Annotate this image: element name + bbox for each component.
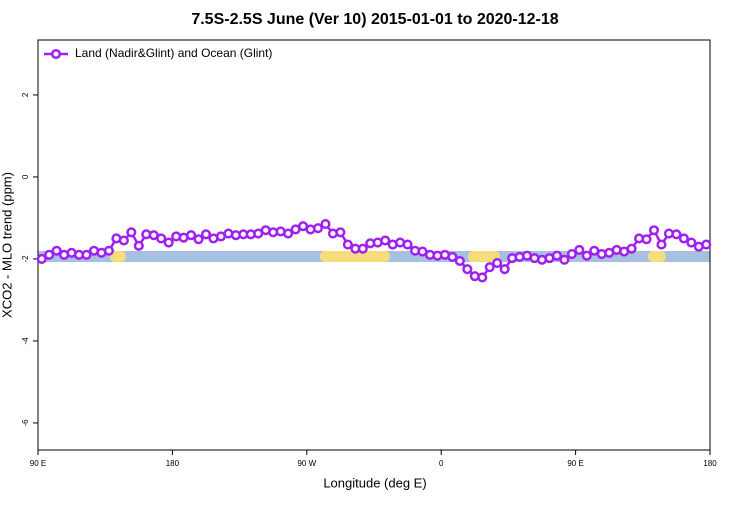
chart-title: 7.5S-2.5S June (Ver 10) 2015-01-01 to 20… (191, 11, 558, 28)
y-axis-title: XCO2 - MLO trend (ppm) (0, 172, 14, 318)
data-point (156, 233, 167, 244)
data-point (103, 245, 114, 256)
data-point (380, 235, 391, 246)
y-tick-label: -2 (21, 255, 30, 263)
y-tick-label: -4 (21, 337, 30, 345)
land-band (320, 251, 390, 262)
x-tick-label: 90 W (297, 459, 316, 468)
x-tick-label: 180 (703, 459, 717, 468)
data-point (283, 228, 294, 239)
data-point (447, 251, 458, 262)
y-tick-label: -6 (21, 419, 30, 427)
data-point (626, 243, 637, 254)
data-point (566, 248, 577, 260)
data-point (477, 272, 488, 283)
data-point (200, 229, 212, 240)
land-band (110, 251, 126, 262)
data-point (335, 227, 346, 238)
land-band (468, 251, 500, 262)
data-point (648, 225, 660, 236)
data-point (678, 233, 689, 244)
legend-marker (50, 48, 62, 60)
data-point (559, 254, 570, 265)
data-point (186, 230, 197, 241)
data-point (686, 237, 697, 248)
data-point (126, 227, 137, 238)
data-point (320, 219, 331, 230)
x-tick-label: 90 E (30, 459, 46, 468)
surface-band (38, 251, 710, 262)
data-point (44, 249, 55, 260)
data-point (402, 239, 413, 250)
data-point (484, 262, 495, 273)
data-point (193, 234, 204, 245)
x-tick-label: 180 (166, 459, 180, 468)
data-point (499, 264, 510, 275)
data-point (574, 244, 585, 255)
data-point (118, 235, 129, 246)
data-point (551, 250, 562, 261)
data-point (51, 245, 62, 256)
data-point (133, 240, 144, 251)
land-band (648, 251, 666, 262)
data-point (357, 243, 368, 254)
y-tick-label: 2 (21, 92, 30, 97)
data-point (581, 250, 592, 261)
y-tick-label: 0 (21, 174, 30, 179)
data-point (163, 237, 174, 248)
data-point (454, 255, 465, 267)
data-point (312, 223, 324, 234)
x-tick-label: 90 E (567, 459, 583, 468)
x-axis-title: Longitude (deg E) (323, 475, 426, 490)
data-point (342, 239, 353, 250)
data-point (81, 249, 92, 260)
data-point (671, 229, 682, 240)
data-point (36, 253, 47, 264)
data-point (656, 239, 667, 250)
x-tick-label: 0 (439, 459, 444, 468)
legend-label: Land (Nadir&Glint) and Ocean (Glint) (75, 46, 272, 60)
data-point (492, 257, 503, 269)
data-point (462, 264, 473, 275)
data-point (701, 239, 712, 250)
data-point (641, 234, 652, 245)
